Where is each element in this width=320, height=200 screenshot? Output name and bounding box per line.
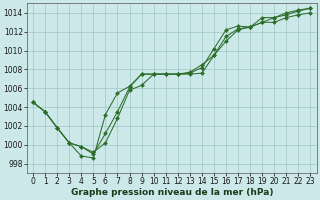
X-axis label: Graphe pression niveau de la mer (hPa): Graphe pression niveau de la mer (hPa) — [70, 188, 273, 197]
